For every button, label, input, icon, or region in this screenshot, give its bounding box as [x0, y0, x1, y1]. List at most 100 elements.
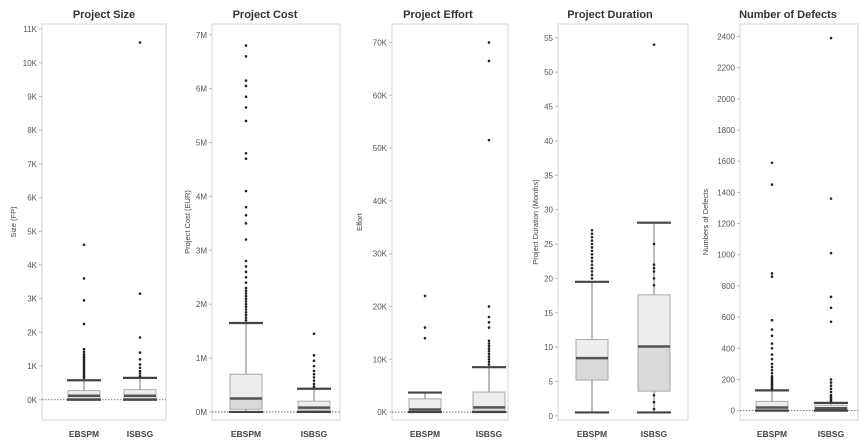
outlier-point	[244, 319, 248, 322]
outlier-point	[652, 43, 656, 46]
outlier-point	[770, 342, 774, 345]
outlier-point	[487, 305, 491, 308]
outlier-point	[487, 363, 491, 366]
panel-1: Project Cost 0M 1M 2M 3M 4M 5M 6M 7M Project Cost…	[183, 9, 341, 439]
outlier-point	[829, 387, 833, 391]
plot-area	[211, 23, 341, 421]
outlier-point	[244, 189, 248, 193]
outlier-point	[487, 352, 491, 356]
outlier-point	[590, 253, 594, 256]
outlier-point	[829, 384, 833, 388]
plot-area	[739, 23, 859, 421]
category-label: EBSPM	[577, 429, 607, 439]
y-tick-label: 0K	[377, 408, 387, 417]
outlier-point	[590, 259, 594, 263]
y-tick-label: 400	[722, 344, 736, 353]
outlier-point	[244, 152, 248, 155]
outlier-point	[770, 161, 774, 165]
outlier-point	[312, 359, 316, 363]
y-axis-label: Project Cost (EUR)	[183, 190, 192, 254]
outlier-point	[829, 320, 833, 324]
outlier-point	[590, 277, 594, 280]
outlier-point	[487, 339, 491, 343]
outlier-point	[82, 277, 86, 280]
outlier-point	[590, 232, 594, 235]
outlier-point	[138, 292, 142, 295]
category-label: ISBSG	[301, 429, 328, 439]
outlier-point	[312, 372, 316, 376]
box-isbsg	[637, 43, 671, 414]
y-tick-label: 5	[549, 378, 554, 387]
outlier-point	[590, 266, 594, 270]
chart-title: Number of Defects	[739, 9, 837, 21]
y-tick-label: 10K	[373, 355, 388, 364]
outlier-point	[244, 238, 248, 241]
y-tick-label: 2400	[717, 32, 735, 41]
box-isbsg	[123, 41, 157, 401]
outlier-point	[244, 308, 248, 311]
outlier-point	[829, 295, 833, 299]
outlier-point	[829, 251, 833, 255]
outlier-point	[770, 365, 774, 369]
outlier-point	[829, 306, 833, 310]
outlier-point	[244, 313, 248, 317]
outlier-point	[770, 362, 774, 366]
outlier-point	[244, 292, 248, 295]
outlier-point	[829, 36, 833, 40]
box-ebspm	[408, 294, 442, 414]
y-tick-label: 50	[544, 68, 553, 77]
outlier-point	[770, 346, 774, 350]
y-tick-label: 5K	[27, 227, 37, 236]
outlier-point	[244, 95, 248, 99]
outlier-point	[652, 242, 656, 246]
outlier-point	[770, 334, 774, 338]
y-tick-label: 40K	[373, 197, 388, 206]
outlier-point	[244, 297, 248, 301]
y-tick-label: 7M	[196, 31, 207, 40]
panel-2: Project Effort 0K 10K 20K 30K 40K 50K 60K 70K Eff…	[355, 9, 509, 439]
y-tick-label: 10	[544, 343, 553, 352]
y-tick-label: 1800	[717, 126, 735, 135]
outlier-point	[312, 369, 316, 373]
outlier-point	[590, 263, 594, 266]
outlier-point	[770, 371, 774, 375]
outlier-point	[244, 222, 248, 225]
plot-area	[41, 23, 167, 421]
outlier-point	[770, 368, 774, 372]
outlier-point	[244, 265, 248, 268]
category-label: EBSPM	[69, 429, 99, 439]
outlier-point	[312, 364, 316, 368]
outlier-point	[652, 400, 656, 404]
outlier-point	[770, 183, 774, 186]
y-tick-label: 10K	[23, 59, 38, 68]
outlier-point	[770, 275, 774, 278]
outlier-point	[138, 358, 142, 361]
outlier-point	[829, 393, 833, 397]
y-tick-label: 1000	[717, 251, 735, 260]
y-tick-label: 1600	[717, 157, 735, 166]
outlier-point	[487, 344, 491, 348]
y-tick-label: 2K	[27, 328, 37, 337]
y-tick-label: 600	[722, 313, 736, 322]
y-tick-label: 8K	[27, 126, 37, 135]
outlier-point	[82, 243, 86, 247]
y-tick-label: 70K	[373, 38, 388, 47]
y-tick-label: 1200	[717, 220, 735, 229]
y-tick-label: 3M	[196, 246, 207, 255]
y-tick-label: 4M	[196, 192, 207, 201]
outlier-point	[244, 79, 248, 82]
outlier-point	[138, 41, 142, 44]
outlier-point	[770, 353, 774, 356]
outlier-point	[82, 352, 86, 356]
y-tick-label: 40	[544, 137, 553, 146]
outlier-point	[487, 138, 491, 142]
outlier-point	[590, 242, 594, 246]
lower-box	[637, 346, 671, 392]
outlier-point	[244, 157, 248, 160]
y-tick-label: 25	[544, 240, 553, 249]
outlier-point	[244, 281, 248, 284]
upper-box	[408, 398, 442, 410]
outlier-point	[590, 246, 594, 249]
